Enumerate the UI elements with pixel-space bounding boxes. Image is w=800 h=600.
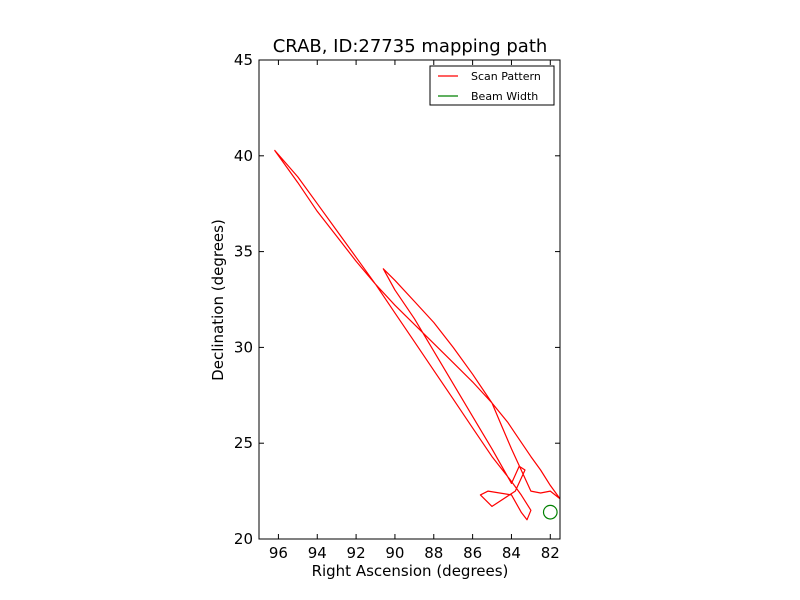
x-tick-label: 96 [269, 544, 288, 562]
x-tick-label: 90 [385, 544, 404, 562]
y-tick-label: 45 [234, 51, 253, 69]
legend-box [429, 65, 555, 106]
y-axis-title: Declination (degrees) [209, 219, 227, 381]
y-tick-label: 35 [234, 243, 253, 261]
legend-label-beam-width: Beam Width [471, 90, 538, 103]
legend: Scan Pattern Beam Width [429, 65, 555, 106]
plot-frame [258, 59, 561, 540]
x-tick-label: 82 [541, 544, 560, 562]
x-tick-label: 86 [463, 544, 482, 562]
beam-width-circle [542, 504, 558, 520]
x-tick-label: 92 [347, 544, 366, 562]
x-axis-title: Right Ascension (degrees) [312, 562, 509, 580]
x-tick-label: 88 [424, 544, 443, 562]
y-tick-label: 25 [234, 434, 253, 452]
x-tick-label: 84 [502, 544, 521, 562]
legend-label-scan-pattern: Scan Pattern [471, 70, 541, 83]
y-tick-label: 20 [234, 530, 253, 548]
x-tick-label: 94 [308, 544, 327, 562]
y-tick-label: 40 [234, 147, 253, 165]
chart-title: CRAB, ID:27735 mapping path [273, 36, 548, 57]
scan-pattern-line [274, 149, 560, 521]
y-tick-label: 30 [234, 338, 253, 356]
